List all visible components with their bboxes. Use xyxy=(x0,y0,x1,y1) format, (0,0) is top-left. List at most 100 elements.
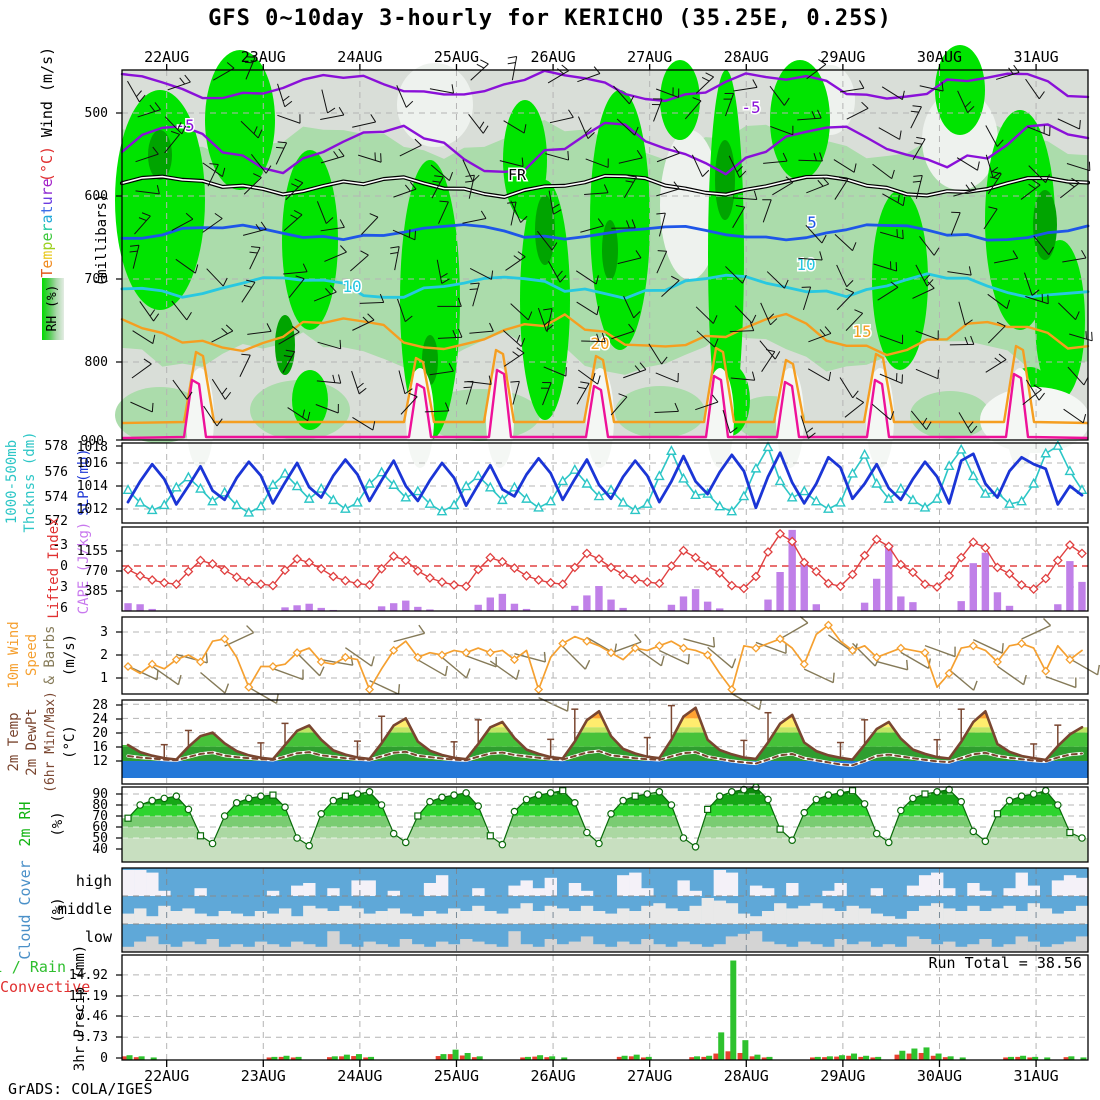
wind-speed-marker xyxy=(147,659,157,669)
cloud-bar-high xyxy=(617,875,630,896)
wind-barb-staff xyxy=(171,218,194,232)
surface-barb-staff xyxy=(731,692,760,711)
wind-speed-marker xyxy=(389,645,399,655)
cloud-bar-low xyxy=(327,931,340,952)
cloud-bar-high xyxy=(146,872,159,896)
thickness-marker xyxy=(605,484,617,494)
precip-convective-bar xyxy=(689,1057,695,1060)
lifted-index-marker xyxy=(569,562,580,573)
lifted-index-marker xyxy=(424,572,435,583)
wind-barb-tick xyxy=(912,180,921,183)
wind-barb xyxy=(277,114,301,124)
precip-convective-bar xyxy=(520,1057,526,1060)
thickness-marker xyxy=(871,477,883,488)
wind-barb-tick xyxy=(290,214,298,220)
wind-barb xyxy=(623,295,641,319)
cloud-bar-high xyxy=(520,880,533,896)
wind-barb-tick xyxy=(243,284,252,288)
panel-10m-wind: 10m Wind Speed & Barbs (m/s)321 xyxy=(6,615,1100,712)
thickness-marker xyxy=(183,471,194,482)
axis-tick-label: 0 xyxy=(100,1051,108,1066)
wind-barb xyxy=(915,330,939,340)
wind-barb-tick xyxy=(444,402,450,412)
axis-tick-label: -3 xyxy=(52,538,68,553)
wind-barb xyxy=(871,403,895,421)
precip-total-bar xyxy=(694,1056,701,1060)
thickness-marker xyxy=(690,489,701,500)
wind-barb xyxy=(132,330,156,345)
precip-total-bar xyxy=(476,1056,483,1060)
wind-barb-staff xyxy=(396,85,407,108)
wind-barb xyxy=(730,371,756,381)
wind-barb-tick xyxy=(138,217,147,222)
lifted-index-marker xyxy=(763,547,773,557)
lifted-index-marker xyxy=(678,545,689,556)
wind-barb-staff xyxy=(247,330,272,335)
cloud-bar-high xyxy=(387,890,401,896)
wind-barb xyxy=(725,266,747,284)
precip-total-bar xyxy=(1068,1056,1075,1060)
lifted-index-marker xyxy=(594,554,604,564)
cloud-bar-high xyxy=(1027,885,1040,896)
axis-tick-label: 770 xyxy=(85,564,108,579)
thickness-marker xyxy=(810,495,822,506)
wind-barb-staff xyxy=(915,264,928,287)
wind-barb-staff xyxy=(840,87,864,93)
surface-barb-tick xyxy=(712,637,716,648)
wind-barb-staff xyxy=(324,251,347,262)
wind-barb-tick xyxy=(811,111,816,119)
wind-barb-staff xyxy=(499,160,524,168)
wind-barb xyxy=(317,339,342,350)
wind-barb-tick xyxy=(224,391,232,400)
wind-barb-tick xyxy=(154,102,161,110)
rh-legend-swatch xyxy=(42,278,64,340)
precip-convective-bar xyxy=(822,1057,828,1060)
wind-barb-staff xyxy=(399,144,422,157)
surface-barb-tick xyxy=(224,683,230,694)
rh-marker xyxy=(426,797,434,806)
wind-barb-tick xyxy=(184,74,191,83)
wind-barb xyxy=(321,89,336,114)
precip-total-bar xyxy=(452,1049,459,1060)
wind-barb-tick xyxy=(325,217,334,224)
cloud-bar-low xyxy=(689,944,702,952)
wind-barb xyxy=(912,174,923,199)
cape-bar xyxy=(1066,561,1074,611)
surface-barb-tick xyxy=(465,668,471,679)
wind-barb-staff xyxy=(241,281,256,303)
wind-barb xyxy=(623,362,647,379)
wind-barb xyxy=(316,374,342,384)
axis-tick-label: 385 xyxy=(85,584,108,599)
rh-marker xyxy=(305,841,313,850)
panel-precip: Run Total = 38.56Total / RainConvective3… xyxy=(0,945,1089,1071)
wind-speed-marker xyxy=(413,652,423,662)
cloud-bar-middle xyxy=(617,908,630,924)
rh-marker xyxy=(1054,801,1062,809)
precip-total-bar xyxy=(440,1054,447,1060)
wind-barb-staff xyxy=(470,63,489,81)
precip-convective-bar xyxy=(459,1055,465,1060)
surface-barb-tick xyxy=(543,651,547,662)
wind-barb-staff xyxy=(316,201,327,224)
rh-marker-square xyxy=(486,832,494,840)
cloud-bar-low xyxy=(278,946,292,952)
precip-convective-bar xyxy=(810,1057,816,1060)
wind-barb xyxy=(800,415,816,439)
cloud-bar-low xyxy=(363,941,376,952)
thickness-marker xyxy=(678,472,689,483)
wind-barb-tick xyxy=(926,279,934,287)
cloud-bar-low xyxy=(1075,936,1089,952)
thickness-marker xyxy=(267,479,279,489)
cloud-bar-high xyxy=(725,872,739,896)
wind-barb xyxy=(499,157,524,168)
wind-barb xyxy=(1028,165,1050,183)
wind-barb xyxy=(808,326,832,343)
cloud-bar-middle xyxy=(303,905,316,924)
wind-barb-staff xyxy=(1023,272,1033,296)
wind-barb-staff xyxy=(430,164,450,181)
wind-barb-staff xyxy=(958,301,966,326)
wind-barb xyxy=(656,212,666,237)
panel-axis-label: (%) xyxy=(50,811,66,836)
wind-barb-tick xyxy=(404,184,411,192)
thickness-marker xyxy=(484,481,496,492)
